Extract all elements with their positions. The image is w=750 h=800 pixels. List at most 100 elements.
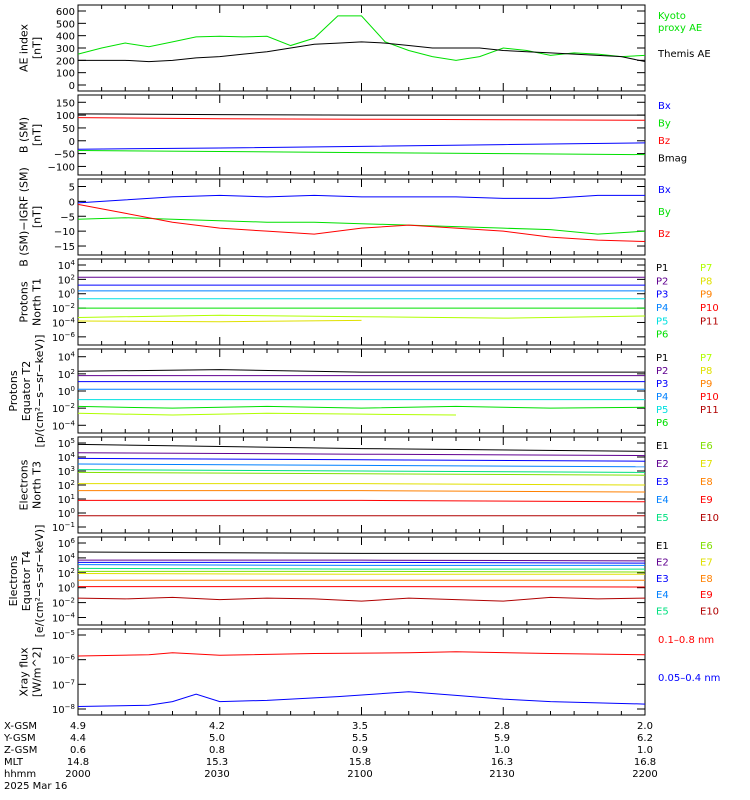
legend-label: E5	[656, 607, 669, 618]
legend-label: E4	[656, 495, 669, 506]
panel-e4: 10−4 10−2 100 102 104 106 Electrons Equator T4[…	[7, 525, 719, 638]
y-tick-label: 150	[56, 98, 75, 109]
footer-value: 1.0	[494, 745, 510, 756]
legend-label: P7	[700, 353, 712, 364]
legend-label: P1	[656, 263, 668, 274]
y-tick-label: 10−8	[52, 703, 75, 716]
legend-label: E9	[700, 495, 713, 506]
series-line-E4	[77, 564, 645, 566]
series-line-E6	[78, 570, 646, 573]
legend-label: P9	[700, 290, 712, 301]
y-tick-label: 5	[69, 182, 75, 193]
legend-label: P11	[700, 405, 719, 416]
series-line-E2	[78, 559, 646, 562]
series-line-P7	[77, 314, 646, 319]
panel-b: −100−50 0 50 100 150 B (SM) [nT] Bx By Bz Bmag	[18, 94, 687, 176]
legend-label: Kyoto	[658, 11, 686, 22]
legend-label: P1	[656, 353, 668, 364]
y-tick-label: 100	[58, 288, 75, 301]
footer-value: 15.8	[349, 757, 371, 768]
y-axis-label: Protons	[18, 281, 31, 322]
legend-label: E7	[700, 557, 713, 568]
y-axis-label: Equator T2	[20, 361, 33, 421]
legend-label: 0.1–0.8 nm	[658, 635, 714, 646]
series-line-Themis-AE	[78, 41, 646, 63]
footer-value: 2100	[347, 769, 372, 780]
footer-value: 5.5	[352, 733, 368, 744]
legend-label: P5	[656, 405, 668, 416]
legend-label: P8	[700, 366, 712, 377]
legend-label: P8	[700, 276, 712, 287]
panel-frame	[77, 348, 646, 434]
footer-value: 4.9	[70, 721, 86, 732]
panel-db: −15 −10 −5 0 5 B (SM)−IGRF (SM) [nT] Bx By Bz	[18, 167, 671, 267]
y-tick-label: 101	[58, 493, 75, 506]
legend-label: P6	[656, 330, 668, 341]
y-tick-label: 10−1	[52, 521, 75, 534]
series-line-E5	[77, 469, 646, 473]
series-line-0-05-0-4-nm	[77, 691, 646, 708]
footer-value: 2130	[489, 769, 514, 780]
y-tick-label: 104	[58, 351, 76, 364]
y-axis-label: Electrons	[18, 459, 31, 510]
legend-label: By	[658, 119, 671, 130]
series-line-E7	[77, 573, 645, 575]
footer-value: 5.9	[494, 733, 510, 744]
legend-label: E8	[700, 477, 713, 488]
legend-label: E4	[656, 590, 669, 601]
y-tick-label: −100	[48, 162, 75, 173]
footer-value: 3.5	[352, 721, 368, 732]
legend-label: P10	[700, 392, 719, 403]
y-tick-label: −50	[54, 150, 75, 161]
footer-value: 0.8	[209, 745, 225, 756]
legend-label: proxy AE	[658, 23, 702, 34]
y-tick-label: 100	[58, 385, 75, 398]
y-tick-label: 200	[56, 56, 75, 67]
legend-label: P4	[656, 303, 668, 314]
series-line-0-1-0-8-nm	[77, 651, 646, 657]
series-line-Bx	[77, 194, 645, 204]
y-tick-label: 0	[69, 137, 75, 148]
y-tick-label: 105	[58, 437, 75, 450]
legend-label: E1	[656, 541, 669, 552]
date-label: 2025 Mar 16	[4, 781, 67, 792]
footer-value: 2000	[65, 769, 90, 780]
legend-label: E10	[700, 607, 719, 618]
y-axis-label: North T3	[31, 461, 44, 509]
series-line-P8	[77, 319, 362, 323]
legend-label: Bz	[658, 229, 670, 240]
legend-label: Themis AE	[657, 49, 711, 60]
legend-label: E3	[656, 477, 669, 488]
series-line-E9	[78, 499, 646, 503]
series-line-E5	[77, 567, 645, 570]
y-axis-label: AE index	[18, 23, 31, 72]
panel-xray: 10−8 10−7 10−6 10−5 Xray flux [W/m^2] 0.1–0.8 …	[18, 628, 720, 716]
y-tick-label: 10−6	[52, 331, 76, 344]
y-axis-label: B (SM)−IGRF (SM)	[18, 167, 31, 267]
y-tick-label: 102	[58, 479, 75, 492]
series-line-By	[77, 150, 646, 156]
footer-value: 5.0	[209, 733, 225, 744]
y-tick-label: 10−7	[52, 678, 75, 691]
y-axis-label: Xray flux	[18, 647, 31, 697]
legend-label: By	[658, 207, 671, 218]
footer-row-label: Z-GSM	[4, 745, 37, 756]
y-tick-label: 300	[56, 44, 75, 55]
panel-p2: 10−4 10−2 100 102 104 Protons Equator T2 [p/(cm…	[7, 335, 719, 448]
series-line-E8	[78, 490, 646, 493]
footer-value: 0.9	[352, 745, 368, 756]
panel-frame	[77, 94, 646, 176]
footer-value: 16.8	[634, 757, 656, 768]
y-axis-label: [nT]	[31, 124, 44, 146]
series-line-E3	[78, 561, 646, 564]
y-tick-label: 103	[58, 465, 75, 478]
y-axis-label: Equator T4	[20, 551, 33, 611]
footer-row-label: Y-GSM	[3, 733, 36, 744]
legend-label: P7	[700, 263, 712, 274]
legend-label: P9	[700, 379, 712, 390]
y-tick-label: 102	[58, 273, 75, 286]
series-line-Bx	[77, 142, 646, 150]
panel-frame	[77, 258, 646, 346]
